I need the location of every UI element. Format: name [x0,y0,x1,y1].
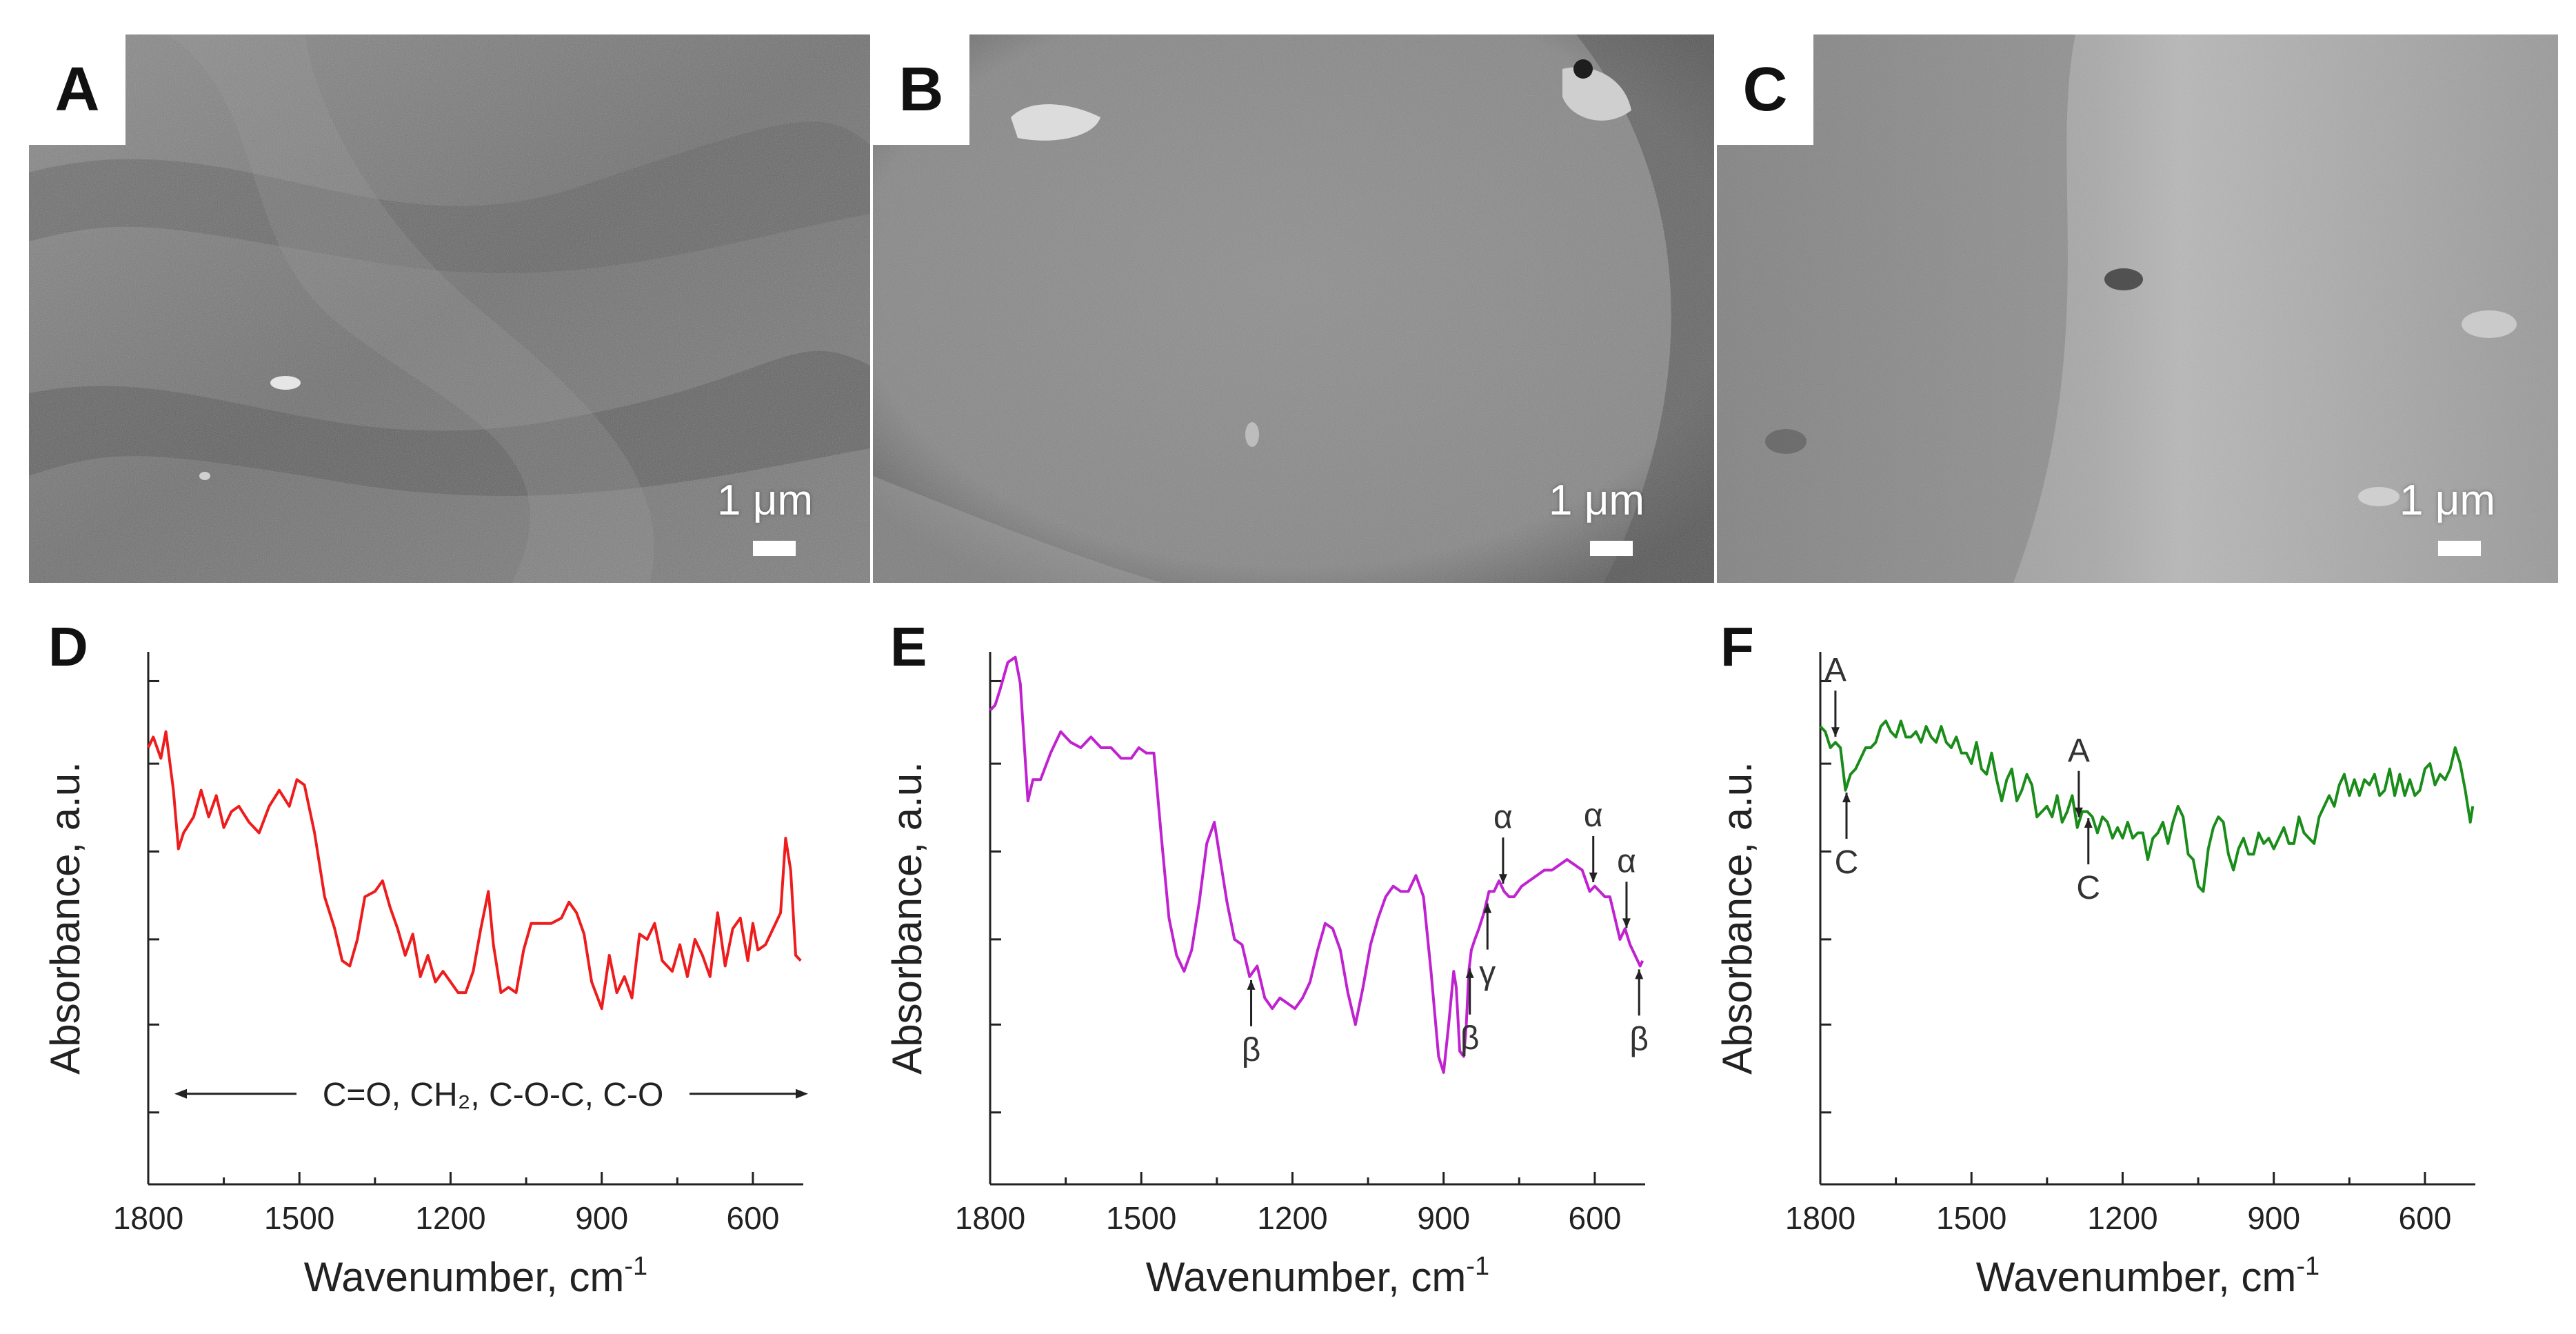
spectrum-line-e [989,655,1644,1074]
marker-label: β [1242,1032,1261,1068]
x-tick-label: 600 [1569,1200,1622,1236]
x-tick-label: 1500 [1106,1200,1176,1236]
marker-arrowhead [1622,918,1631,928]
panel-label-f: F [1720,616,1754,677]
panel-label-e: E [890,616,927,677]
x-tick-label: 1200 [1257,1200,1327,1236]
x-tick-label: 1500 [264,1200,334,1236]
marker-label: α [1584,797,1603,834]
x-axis-label: Wavenumber, cm-1 [1146,1252,1489,1300]
sem-panel-b: B 1 μm [873,34,1714,583]
marker-arrowhead [1465,968,1474,978]
panel-label-d: D [48,616,88,677]
chart-f: 1800 1500 1200 900 600 Wavenumber, cm-1 Absorb… [1714,616,2475,1300]
sem-image-c [1717,34,2558,583]
x-axis-label: Wavenumber, cm-1 [304,1252,647,1300]
sem-image-a [29,34,870,583]
x-tick-label: 900 [2247,1200,2300,1236]
x-tick-label: 1200 [2087,1200,2157,1236]
y-axis-label: Absorbance, a.u. [1714,761,1760,1075]
panel-label-c: C [1717,34,1813,145]
y-axis-label: Absorbance, a.u. [884,761,930,1075]
arrowhead-left [174,1088,187,1099]
x-tick-label: 1500 [1936,1200,2006,1236]
scale-bar-c [2438,541,2481,556]
x-tick-label: 1800 [955,1200,1025,1236]
marker-label: β [1460,1020,1480,1057]
marker-label: α [1617,843,1636,879]
marker-label: C [1835,844,1859,881]
marker-arrowhead [1635,969,1644,979]
sem-image-b [873,34,1714,583]
panel-label-a: A [29,34,125,145]
x-tick-label: 600 [2399,1200,2452,1236]
marker-label: A [1824,652,1847,688]
x-tick-label: 600 [727,1200,780,1236]
scale-bar-b [1590,541,1633,556]
x-tick-label: 1800 [1785,1200,1855,1236]
marker-label: γ [1479,955,1496,992]
marker-arrowhead [1831,727,1840,737]
marker-label: β [1629,1021,1649,1057]
scale-label-a: 1 μm [717,477,814,524]
arrowhead-right [796,1088,808,1099]
panel-label-b: B [873,34,969,145]
chart-d: 1800 1500 1200 900 600 Wavenumber, cm-1 Absorb… [42,616,808,1300]
x-axis-label: Wavenumber, cm-1 [1976,1252,2320,1300]
scale-label-b: 1 μm [1549,477,1645,524]
sem-panel-c: C 1 μm [1717,34,2558,583]
scale-bar-a [753,541,796,556]
x-tick-label: 900 [1417,1200,1470,1236]
chart-e: 1800 1500 1200 900 600 Wavenumber, cm-1 Absorb… [884,616,1649,1300]
scale-label-c: 1 μm [2399,477,2496,524]
marker-arrowhead [2084,818,2093,828]
marker-label: α [1493,799,1513,835]
spectrum-line-f [1819,719,2475,893]
marker-arrowhead [1483,903,1492,913]
marker-arrowhead [2074,807,2083,817]
marker-arrowhead [1498,874,1507,884]
marker-arrowhead [1842,793,1851,803]
marker-label: A [2068,733,2090,769]
marker-arrowhead [1247,979,1256,990]
marker-label: C [2076,870,2100,906]
x-tick-label: 1800 [113,1200,183,1236]
band-annotation: C=O, CH₂, C-O-C, C-O [323,1077,664,1113]
spectrum-line-d [147,730,802,1011]
x-tick-label: 1200 [415,1200,485,1236]
sem-panel-a: A 1 μm [29,34,870,583]
y-axis-label: Absorbance, a.u. [42,761,88,1075]
x-tick-label: 900 [575,1200,628,1236]
marker-arrowhead [1589,872,1598,882]
